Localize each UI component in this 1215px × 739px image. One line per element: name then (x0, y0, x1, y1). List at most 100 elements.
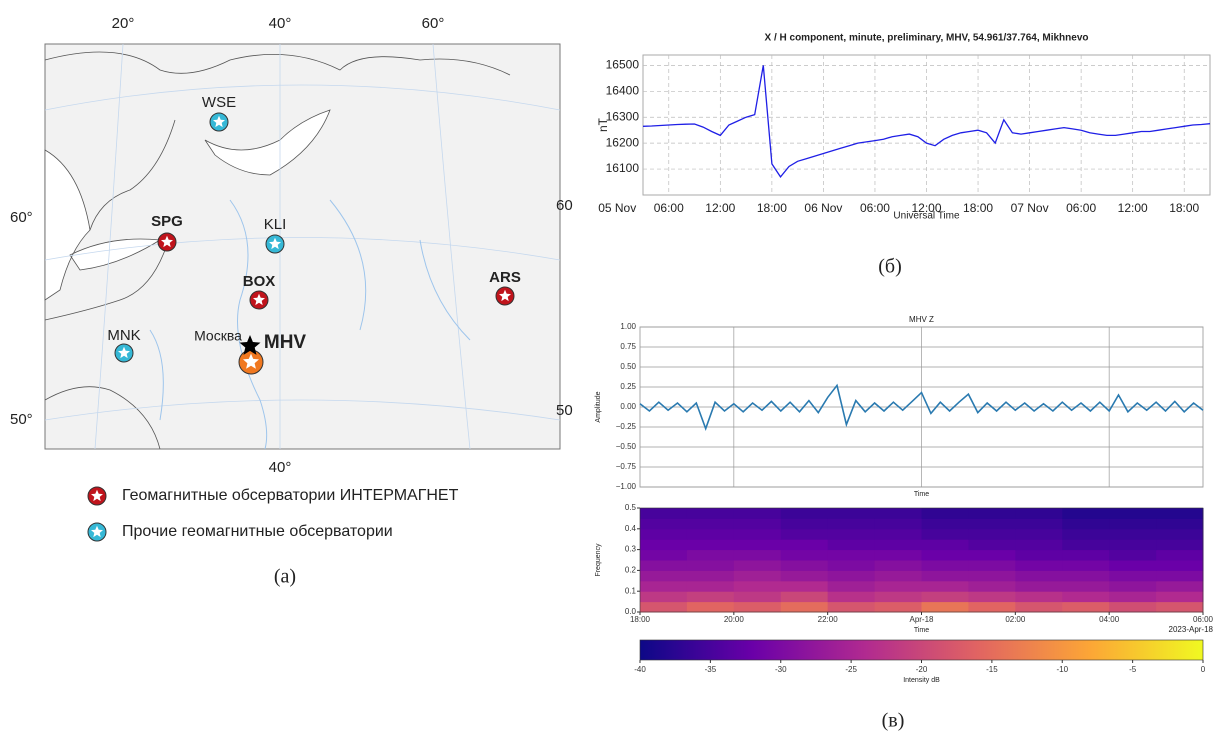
heatmap-cell (827, 560, 876, 571)
legend-label: Прочие геомагнитные обсерватории (122, 523, 393, 540)
heatmap-cell (733, 560, 782, 571)
white-sea (204, 109, 331, 176)
heatmap-cell (921, 528, 969, 540)
heatmap-cell (1156, 528, 1204, 540)
heatmap-cell (874, 539, 922, 551)
heatmap-cell (780, 591, 829, 603)
heatmap-cell (968, 591, 1016, 603)
station-label: BOX (243, 273, 276, 290)
heatmap-cell (733, 570, 782, 582)
lon-tick: 40° (269, 459, 292, 476)
heatmap-cell (874, 549, 922, 561)
heatmap-cell (733, 508, 782, 519)
heatmap-cell (874, 528, 922, 540)
x-tick-label: 05 Nov (598, 201, 636, 215)
colorbar-tick-label: -20 (916, 665, 928, 674)
heatmap-cell (1062, 570, 1110, 582)
heatmap-cell (921, 580, 969, 592)
lat-tick: 50° (10, 411, 33, 428)
chart-title: X / H component, minute, preliminary, MH… (765, 33, 1089, 44)
y-tick-label: 0.00 (620, 402, 636, 411)
y-tick-label: 16500 (606, 58, 640, 72)
station-label: KLI (264, 216, 287, 233)
heatmap-cell (1109, 570, 1157, 582)
heatmap-cell (968, 549, 1016, 561)
heatmap-cell (968, 508, 1016, 519)
x-tick-label: 07 Nov (1011, 201, 1049, 215)
heatmap-cell (733, 539, 782, 551)
station-star (253, 293, 265, 306)
x-tick-label: 18:00 (963, 201, 993, 215)
x-axis-label: Time (914, 491, 929, 498)
heatmap-cell (827, 570, 876, 582)
station-star (91, 525, 103, 538)
heatmap-cell (827, 528, 876, 540)
heatmap-cell (827, 518, 876, 530)
heatmap-cell (827, 508, 876, 519)
lat-tick: 60° (10, 209, 33, 226)
lat-tick: 50 (556, 402, 573, 419)
caption: (а) (274, 566, 296, 588)
heatmap-cell (1109, 518, 1157, 530)
heatmap-cell (640, 518, 688, 530)
heatmap-cell (1062, 518, 1110, 530)
heatmap-cell (640, 508, 688, 519)
heatmap-cell (686, 518, 735, 530)
heatmap-cell (640, 591, 688, 603)
x-tick-label: 22:00 (818, 615, 839, 624)
x-tick-label: 06:00 (1193, 615, 1214, 624)
y-tick-label: −1.00 (616, 482, 637, 491)
y-tick-label: 0.50 (620, 362, 636, 371)
x-tick-label: 20:00 (724, 615, 745, 624)
heatmap-cell (640, 549, 688, 561)
x-offset-label: 2023-Apr-18 (1169, 625, 1214, 634)
y-axis-label: Amplitude (595, 391, 602, 422)
heatmap-cell (1156, 601, 1204, 613)
heatmap-cell (686, 539, 735, 551)
heatmap-cell (686, 570, 735, 582)
y-tick-label: 0.3 (625, 545, 637, 554)
y-tick-label: −0.50 (616, 442, 637, 451)
heatmap-cell (780, 528, 829, 540)
heatmap-cell (1062, 549, 1110, 561)
heatmap-cell (1015, 539, 1063, 551)
heatmap-cell (733, 601, 782, 613)
y-tick-label: 0.2 (625, 566, 637, 575)
heatmap-cell (780, 549, 829, 561)
colorbar-tick-label: -10 (1056, 665, 1068, 674)
y-axis-label: nT (596, 117, 610, 132)
lon-tick: 20° (112, 15, 135, 32)
heatmap-cell (780, 539, 829, 551)
map: 20° 40° 60° 60° 50° 40° 60 50 Москва Гео… (10, 15, 573, 588)
heatmap-cell (640, 580, 688, 592)
heatmap-cell (1109, 508, 1157, 519)
x-tick-label: Apr-18 (909, 615, 934, 624)
heatmap-cell (1015, 528, 1063, 540)
heatmap-cell (874, 580, 922, 592)
heatmap-cell (874, 601, 922, 613)
chart-title: MHV Z (909, 315, 934, 324)
lon-tick: 60° (422, 15, 445, 32)
x-tick-label: 12:00 (911, 201, 941, 215)
y-tick-label: 16100 (606, 161, 640, 175)
heatmap-cell (1109, 601, 1157, 613)
heatmap-cell (640, 560, 688, 571)
colorbar-tick-label: -35 (705, 665, 717, 674)
heatmap-cell (1015, 549, 1063, 561)
heatmap-cell (686, 591, 735, 603)
y-tick-label: 16200 (606, 135, 640, 149)
station-star (213, 115, 225, 128)
river (149, 199, 471, 450)
y-tick-label: 0.1 (625, 586, 637, 595)
heatmap-cell (1156, 570, 1204, 582)
heatmap-cell (1109, 580, 1157, 592)
city-label: Москва (194, 328, 242, 344)
heatmap-cell (968, 528, 1016, 540)
station-label: ARS (489, 269, 521, 286)
heatmap-cell (1109, 560, 1157, 571)
colorbar-label: Intensity dB (903, 677, 940, 684)
heatmap-cell (780, 601, 829, 613)
graticule (44, 43, 561, 450)
station-star (91, 489, 103, 502)
heatmap-cell (640, 570, 688, 582)
